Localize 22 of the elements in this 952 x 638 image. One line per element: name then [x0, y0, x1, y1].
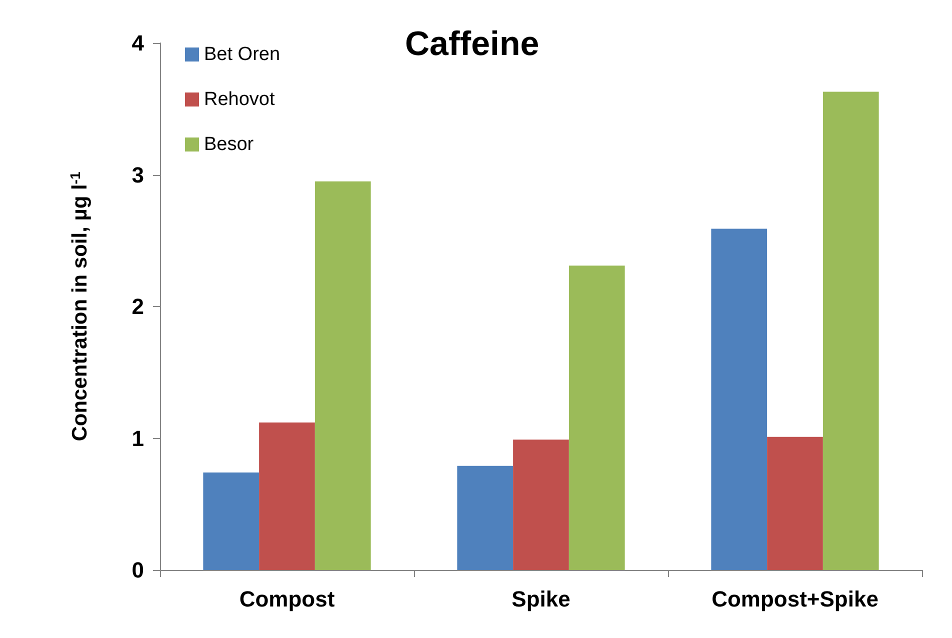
bar [513, 440, 569, 570]
y-tick-label: 4 [132, 30, 145, 56]
y-tick-label: 3 [132, 162, 144, 188]
x-tick-label: Spike [512, 586, 570, 612]
x-tick-label: Compost+Spike [712, 586, 878, 612]
bar [711, 228, 768, 570]
y-tick-label: 2 [132, 294, 144, 319]
chart-title: Caffeine [405, 25, 540, 63]
x-tick-label: Compost [239, 586, 336, 612]
bar [314, 181, 371, 570]
y-tick-label: 1 [132, 426, 144, 451]
y-axis-title: Concentration in soil, µg l-1 [67, 172, 92, 442]
legend-label: Rehovot [204, 89, 276, 110]
legend-label: Besor [204, 134, 254, 155]
bar [822, 92, 879, 570]
legend-label: Bet Oren [204, 44, 280, 65]
bar [568, 266, 625, 570]
bar [767, 436, 823, 570]
bar [259, 422, 315, 570]
y-tick-label: 0 [132, 558, 144, 582]
bar [203, 472, 260, 570]
bar [457, 466, 514, 570]
